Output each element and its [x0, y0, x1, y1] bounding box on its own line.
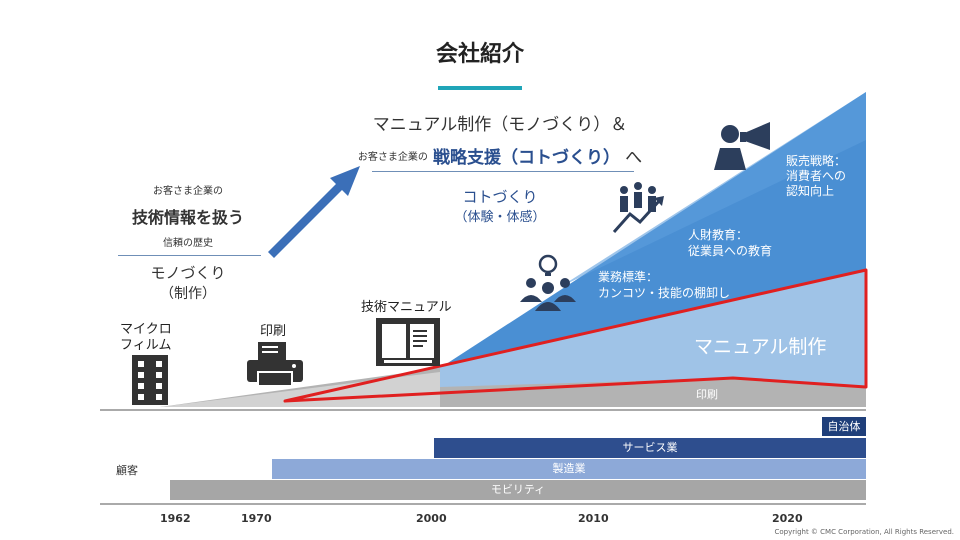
year-tick: 1962 [160, 512, 191, 525]
team-idea-icon [520, 254, 576, 311]
headline-sub: お客さま企業の 戦略支援（コトづくり） へ [330, 143, 670, 168]
film-strip-icon [132, 355, 168, 405]
left-main: 技術情報を扱う [131, 208, 244, 227]
left-history: 信頼の歴史 [163, 238, 213, 249]
year-tick: 2020 [772, 512, 803, 525]
headline-sub-tail: へ [625, 148, 643, 168]
customer-label: 顧客 [116, 464, 138, 477]
manual-outline [283, 268, 868, 403]
megaphone-person-icon [714, 122, 770, 170]
tech-manual-label: 技術マニュアル [361, 300, 452, 315]
business-std-label-2: カンコツ・技能の棚卸し [598, 286, 731, 300]
year-tick: 1970 [241, 512, 272, 525]
copyright: Copyright © CMC Corporation, All Rights … [774, 528, 954, 536]
title-underline [438, 86, 522, 90]
manual-production-label: マニュアル制作 [694, 336, 827, 358]
microfilm-label-1: マイクロ [120, 322, 172, 337]
headline-divider [372, 171, 634, 172]
page-title: 会社紹介 [435, 42, 524, 67]
mono-line2: （制作） [160, 286, 216, 302]
print-label: 印刷 [260, 324, 287, 339]
left-divider [118, 255, 261, 256]
open-manual-icon [376, 318, 440, 366]
business-std-label-1: 業務標準： [598, 270, 659, 284]
koto-line1: コトづくり [462, 188, 538, 206]
headline-sub-prefix: お客さま企業の [357, 152, 428, 163]
hr-label-1: 人財教育： [688, 228, 749, 242]
printer-icon [247, 342, 303, 387]
local-gov-box: 自治体 [822, 417, 866, 436]
sales-label-1: 販売戦略： [786, 154, 847, 168]
left-prefix: お客さま企業の [153, 186, 223, 197]
mobility-bar: モビリティ [170, 480, 866, 500]
year-tick: 2010 [578, 512, 609, 525]
microfilm-label-2: フィルム [120, 338, 172, 353]
manufacturing-bar: 製造業 [272, 459, 866, 479]
print-area-label: 印刷 [696, 388, 718, 401]
mono-line1: モノづくり [150, 264, 226, 282]
service-bar: サービス業 [434, 438, 866, 458]
headline-sub-main: 戦略支援（コトづくり） [433, 148, 620, 168]
strategy-highlight [560, 92, 866, 287]
sales-label-3: 認知向上 [786, 184, 835, 198]
year-tick: 2000 [416, 512, 447, 525]
hr-label-2: 従業員への教育 [688, 244, 773, 258]
growth-people-icon [612, 182, 664, 233]
sales-label-2: 消費者への [786, 169, 847, 183]
koto-line2: （体験・体感） [454, 210, 546, 225]
headline-main: マニュアル制作（モノづくり）＆ [372, 115, 628, 135]
diagonal-arrow-icon [268, 166, 360, 258]
